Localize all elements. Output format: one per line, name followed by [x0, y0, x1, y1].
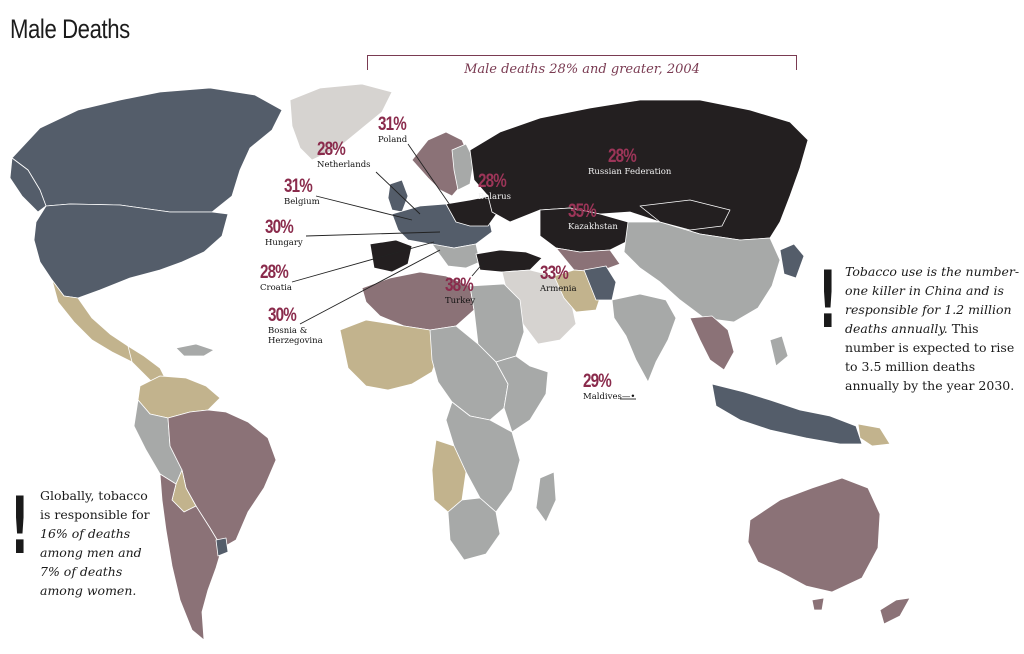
global-note-women: 7% of deaths among women. — [40, 564, 137, 598]
region-papua — [857, 423, 891, 447]
region-north-africa — [361, 271, 475, 331]
name-netherlands: Netherlands — [317, 160, 371, 170]
region-balkans — [431, 243, 481, 269]
pct-armenia: 33% — [540, 263, 569, 284]
region-east-africa — [495, 355, 549, 433]
china-note-italic: Tobacco use is the number-one killer in … — [845, 264, 1020, 336]
global-note-men: 16% of deaths among men and — [40, 526, 142, 560]
callout-bosnia: 30% Bosnia & Herzegovina — [268, 305, 338, 347]
region-australia — [747, 477, 881, 593]
region-india — [611, 293, 677, 383]
callout-hungary: 30% Hungary — [265, 217, 303, 249]
region-afghanistan-pakistan — [583, 265, 617, 301]
leader-hungary — [305, 231, 441, 237]
pct-belarus: 28% — [478, 171, 507, 192]
exclamation-icon-china: ! — [818, 256, 838, 346]
region-south-africa — [447, 497, 501, 561]
region-uruguay — [215, 537, 229, 557]
pct-russia: 28% — [608, 146, 637, 167]
leader-bosnia — [299, 249, 441, 325]
callout-belgium: 31% Belgium — [284, 176, 320, 208]
region-argentina-chile — [159, 473, 223, 641]
pct-bosnia: 30% — [268, 305, 297, 326]
callout-armenia: 33% Armenia — [540, 263, 577, 295]
leader-turkey — [471, 261, 485, 277]
pct-kazakhstan: 35% — [568, 201, 597, 222]
name-russia: Russian Federation — [588, 167, 672, 177]
name-kazakhstan: Kazakhstan — [568, 222, 618, 232]
region-southeast-asia — [689, 315, 735, 371]
pct-croatia: 28% — [260, 262, 289, 283]
global-note-plain: Globally, tobacco is responsible for — [40, 488, 150, 522]
name-croatia: Croatia — [260, 283, 292, 293]
region-china — [623, 221, 781, 323]
region-indonesia — [711, 383, 863, 445]
map-title: Male Deaths — [10, 14, 130, 44]
pct-poland: 31% — [378, 114, 407, 135]
name-poland: Poland — [378, 135, 408, 145]
name-armenia: Armenia — [540, 284, 577, 294]
region-uk — [387, 179, 409, 213]
name-bosnia: Bosnia & Herzegovina — [268, 326, 323, 346]
region-greenland — [289, 83, 393, 161]
region-turkey — [475, 249, 543, 273]
legend-bracket — [367, 55, 797, 70]
region-canada — [11, 87, 283, 213]
region-caribbean — [175, 343, 215, 357]
callout-netherlands: 28% Netherlands — [317, 139, 371, 171]
region-eastern-europe — [445, 195, 499, 227]
region-korea-japan — [779, 243, 805, 279]
callout-russia: 28% Russian Federation — [588, 146, 672, 178]
pct-belgium: 31% — [284, 176, 313, 197]
callout-poland: 31% Poland — [378, 114, 413, 146]
leader-netherlands — [375, 171, 421, 215]
region-usa — [33, 203, 229, 299]
callout-turkey: 38% Turkey — [445, 275, 480, 307]
region-madagascar — [535, 471, 557, 523]
region-philippines — [769, 335, 789, 367]
pct-netherlands: 28% — [317, 139, 346, 160]
callout-maldives: 29% Maldives—• — [583, 371, 636, 403]
leader-lines — [291, 143, 636, 400]
callout-kazakhstan: 35% Kazakhstan — [568, 201, 618, 233]
region-mongolia — [639, 199, 731, 231]
name-turkey: Turkey — [445, 296, 476, 306]
global-note: Globally, tobacco is responsible for 16%… — [40, 486, 160, 600]
callout-croatia: 28% Croatia — [260, 262, 295, 294]
exclamation-icon-global: ! — [10, 482, 30, 572]
pct-hungary: 30% — [265, 217, 294, 238]
region-alaska-etc — [9, 157, 47, 213]
pct-maldives: 29% — [583, 371, 612, 392]
region-southern-central-africa — [445, 401, 521, 513]
region-finland — [451, 143, 475, 191]
leader-belgium — [315, 195, 413, 221]
name-maldives: Maldives—• — [583, 392, 636, 402]
name-belgium: Belgium — [284, 197, 320, 207]
name-hungary: Hungary — [265, 238, 303, 248]
pct-turkey: 38% — [445, 275, 474, 296]
name-belarus: Belarus — [478, 192, 511, 202]
china-note-plain: This number is expected to rise to 3.5 m… — [845, 321, 1015, 393]
region-kazakhstan — [539, 207, 631, 253]
china-note: Tobacco use is the number-one killer in … — [845, 262, 1020, 395]
leader-poland — [407, 143, 453, 209]
region-iberia — [369, 239, 413, 273]
region-new-zealand — [879, 597, 911, 625]
legend-label: Male deaths 28% and greater, 2004 — [464, 62, 700, 77]
callout-belarus: 28% Belarus — [478, 171, 513, 203]
region-tasmania — [811, 597, 825, 611]
region-west-africa — [339, 319, 441, 391]
leader-croatia — [291, 241, 435, 283]
region-central-africa — [429, 325, 509, 421]
